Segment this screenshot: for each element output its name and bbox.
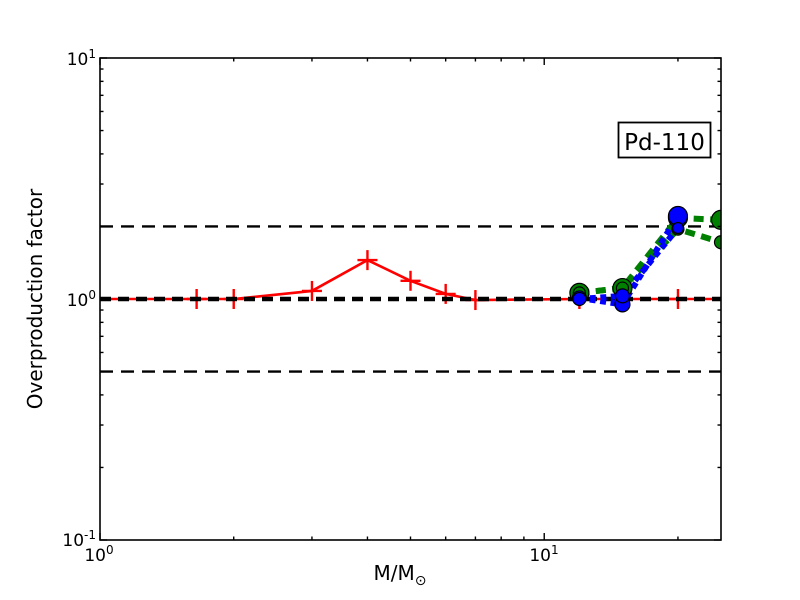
massive-star-blue-lower-circle-marker bbox=[614, 288, 631, 304]
y-tick-label-10: 101 bbox=[67, 47, 96, 70]
axes-frame bbox=[99, 57, 722, 541]
annotation-box-border bbox=[617, 121, 712, 159]
series-layer bbox=[100, 205, 721, 373]
massive-star-blue-lower-circle-marker bbox=[572, 291, 587, 307]
massive-star-blue-lower-circle-marker bbox=[671, 221, 685, 235]
y-tick-label-0p1: 10-1 bbox=[62, 528, 96, 551]
x-axis-label: M/M⊙ bbox=[374, 561, 427, 589]
massive-star-green-lower-circle-marker bbox=[713, 235, 721, 250]
x-tick-label-1: 100 bbox=[84, 543, 113, 566]
annotation-label: Pd-110 bbox=[624, 130, 705, 156]
y-tick-label-1: 100 bbox=[67, 288, 96, 311]
y-axis-label: Overproduction factor bbox=[23, 188, 47, 409]
x-tick-label-10: 101 bbox=[529, 543, 558, 566]
annotation-box-pd110: Pd-110 bbox=[617, 121, 712, 159]
massive-star-green-upper-circle-marker bbox=[710, 209, 721, 230]
